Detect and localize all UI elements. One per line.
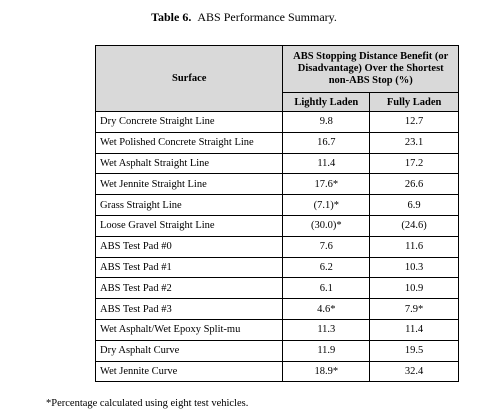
value-cell: 6.1 <box>282 277 371 300</box>
value-cell: 4.6* <box>282 298 371 320</box>
table-caption: ABS Performance Summary. <box>197 10 337 24</box>
value-cell: 23.1 <box>369 131 459 154</box>
value-cell: 16.7 <box>282 131 371 154</box>
header-cell: ABS Stopping Distance Benefit (or Disadv… <box>282 45 459 93</box>
value-cell: 17.6* <box>282 173 371 196</box>
table-header: Surface ABS Stopping Distance Benefit (o… <box>94 45 459 112</box>
value-cell: 19.5 <box>369 339 459 362</box>
value-cell: 10.9 <box>369 277 459 300</box>
table-row: ABS Test Pad #0 7.6 11.6 <box>94 235 459 258</box>
value-cell: 26.6 <box>369 173 459 196</box>
table-body: Dry Concrete Straight Line 9.8 12.7 Wet Pol… <box>94 111 459 383</box>
header-cell: Lightly Laden <box>282 92 371 112</box>
header-row: Lightly Laden Fully Laden <box>96 92 459 112</box>
value-cell: 11.9 <box>282 339 371 362</box>
surface-cell: Wet Asphalt Straight Line <box>94 152 284 175</box>
value-cell: 10.3 <box>369 256 459 279</box>
table-row: Wet Jennite Curve 18.9* 32.4 <box>94 360 459 383</box>
header-cell: Surface <box>94 45 284 112</box>
value-cell: 11.4 <box>369 318 459 341</box>
value-cell: 17.2 <box>369 152 459 175</box>
surface-cell: ABS Test Pad #3 <box>94 298 284 320</box>
table-row: Wet Polished Concrete Straight Line 16.7 2… <box>94 131 459 154</box>
table-label: Table 6. <box>151 10 192 24</box>
table-row: ABS Test Pad #3 4.6* 7.9* <box>94 298 459 320</box>
surface-cell: Wet Asphalt/Wet Epoxy Split-mu <box>94 318 284 341</box>
value-cell: 11.3 <box>282 318 371 341</box>
table-row: Dry Asphalt Curve 11.9 19.5 <box>94 339 459 362</box>
value-cell: (7.1)* <box>282 194 371 216</box>
surface-cell: Dry Concrete Straight Line <box>94 111 284 133</box>
surface-cell: Wet Jennite Straight Line <box>94 173 284 196</box>
header-row: Surface ABS Stopping Distance Benefit (o… <box>94 45 459 112</box>
surface-cell: Dry Asphalt Curve <box>94 339 284 362</box>
surface-cell: ABS Test Pad #2 <box>94 277 284 300</box>
table-row: Wet Asphalt/Wet Epoxy Split-mu 11.3 11.4 <box>94 318 459 341</box>
surface-cell: Wet Jennite Curve <box>94 360 284 383</box>
table-row: Dry Concrete Straight Line 9.8 12.7 <box>94 111 459 133</box>
value-cell: (24.6) <box>369 214 459 237</box>
value-cell: 11.4 <box>282 152 371 175</box>
table: Surface ABS Stopping Distance Benefit (o… <box>94 45 459 383</box>
header-cell: Fully Laden <box>369 92 459 112</box>
table-row: Wet Asphalt Straight Line 11.4 17.2 <box>94 152 459 175</box>
value-cell: (30.0)* <box>282 214 371 237</box>
table-row: Wet Jennite Straight Line 17.6* 26.6 <box>94 173 459 196</box>
surface-cell: ABS Test Pad #1 <box>94 256 284 279</box>
surface-cell: Grass Straight Line <box>94 194 284 216</box>
value-cell: 7.6 <box>282 235 371 258</box>
surface-cell: Wet Polished Concrete Straight Line <box>94 131 284 154</box>
value-cell: 12.7 <box>369 111 459 133</box>
value-cell: 6.9 <box>369 194 459 216</box>
surface-cell: ABS Test Pad #0 <box>94 235 284 258</box>
value-cell: 6.2 <box>282 256 371 279</box>
value-cell: 11.6 <box>369 235 459 258</box>
table-title: Table 6. ABS Performance Summary. <box>0 10 488 25</box>
footnote: *Percentage calculated using eight test … <box>46 398 249 409</box>
value-cell: 32.4 <box>369 360 459 383</box>
value-cell: 9.8 <box>282 111 371 133</box>
table-row: ABS Test Pad #1 6.2 10.3 <box>94 256 459 279</box>
value-cell: 7.9* <box>369 298 459 320</box>
table-row: Loose Gravel Straight Line (30.0)* (24.6) <box>94 214 459 237</box>
table-row: Grass Straight Line (7.1)* 6.9 <box>94 194 459 216</box>
value-cell: 18.9* <box>282 360 371 383</box>
surface-cell: Loose Gravel Straight Line <box>94 214 284 237</box>
table-row: ABS Test Pad #2 6.1 10.9 <box>94 277 459 300</box>
